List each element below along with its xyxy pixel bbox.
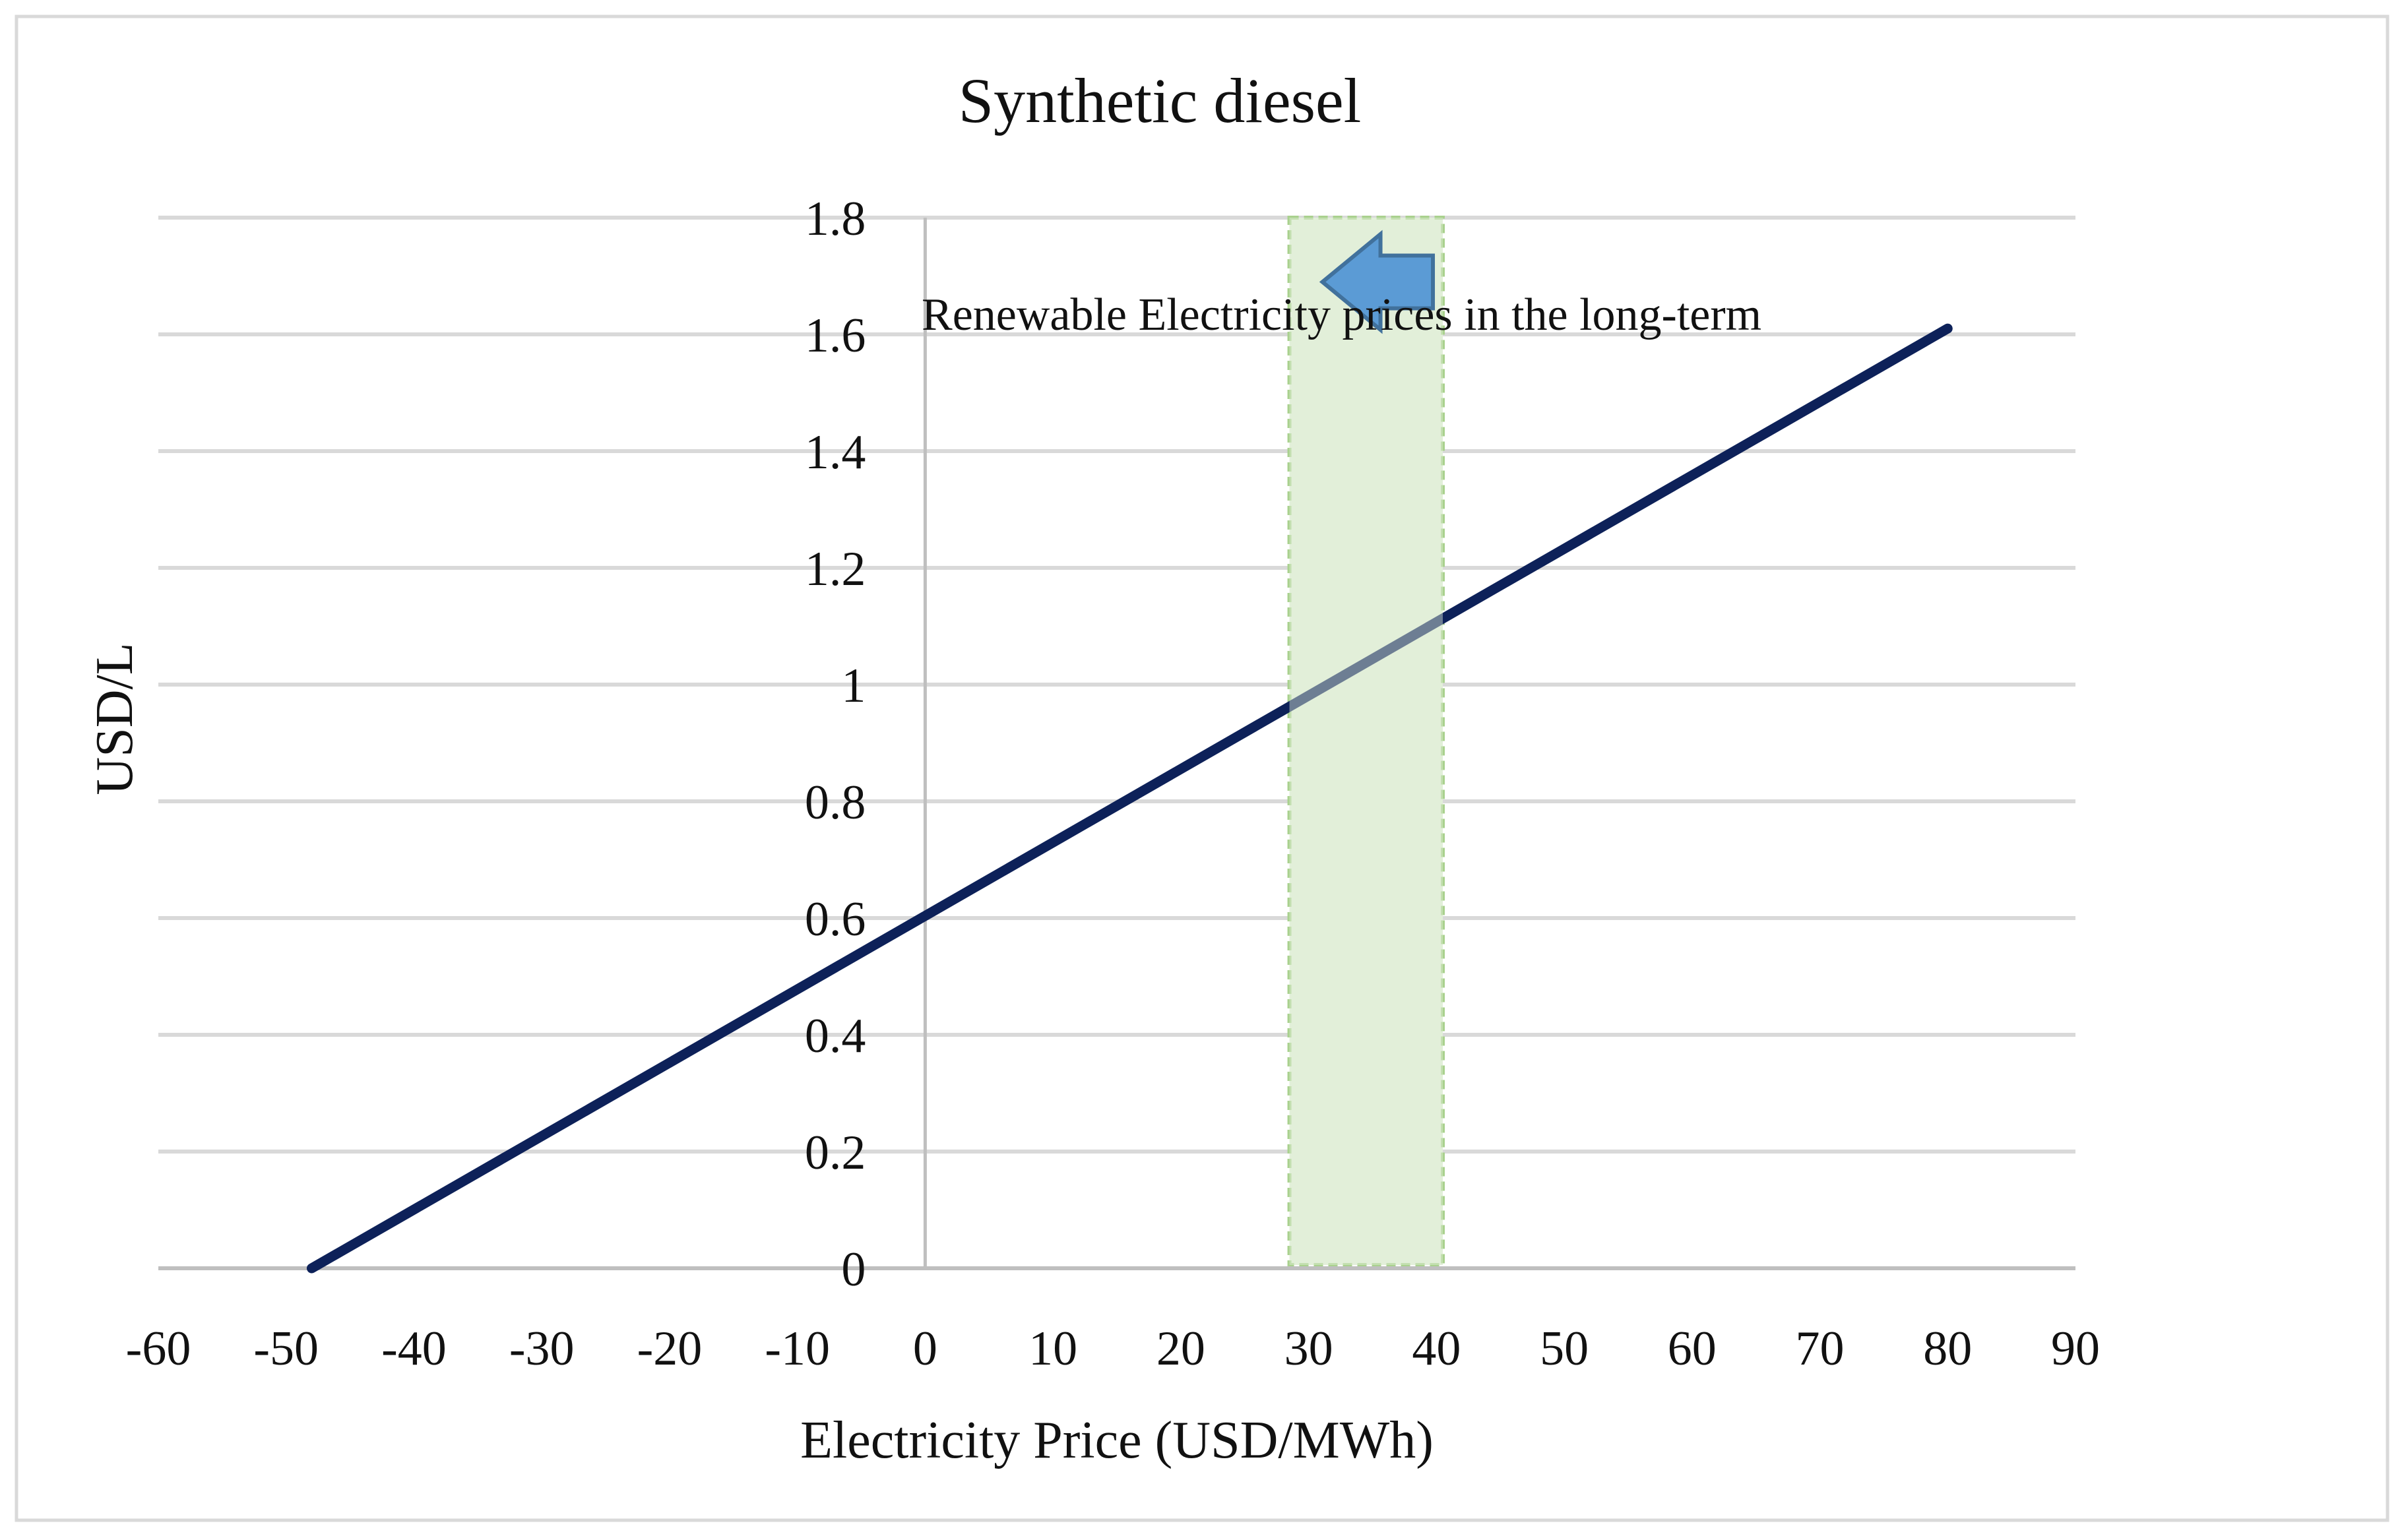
- left-arrow-icon: [1319, 230, 1436, 334]
- chart-border: [15, 15, 2389, 1522]
- y-axis-label: USD/L: [86, 642, 144, 795]
- x-tick-label-14: 80: [1923, 1322, 1972, 1376]
- x-tick-label-3: -30: [509, 1322, 575, 1376]
- y-tick-labels: 0 0.2 0.4 0.6 0.8 1 1.2 1.4 1.6 1.8: [805, 192, 866, 1297]
- y-tick-label-8: 1.6: [805, 309, 866, 363]
- y-tick-label-9: 1.8: [805, 192, 866, 246]
- band-overlay: [1289, 218, 1443, 1265]
- x-tick-label-4: -20: [637, 1322, 703, 1376]
- x-tick-label-7: 10: [1028, 1322, 1077, 1376]
- y-tick-label-3: 0.6: [805, 892, 866, 946]
- annotation-text: Renewable Electricity prices in the long…: [922, 290, 1761, 340]
- x-tick-label-5: -10: [765, 1322, 830, 1376]
- x-axis-label: Electricity Price (USD/MWh): [800, 1411, 1434, 1469]
- y-tick-label-7: 1.4: [805, 425, 866, 479]
- x-tick-label-15: 90: [2051, 1322, 2100, 1376]
- x-tick-label-12: 60: [1668, 1322, 1717, 1376]
- highlight-band: [1287, 216, 1445, 1267]
- y-tick-label-0: 0: [841, 1243, 866, 1297]
- x-tick-label-6: 0: [913, 1322, 937, 1376]
- y-tick-label-6: 1.2: [805, 542, 866, 596]
- axes: [158, 218, 2075, 1270]
- gridlines: [158, 216, 2075, 1154]
- x-tick-label-0: -60: [126, 1322, 191, 1376]
- highlight-band-group: [1287, 216, 1445, 1267]
- x-tick-label-13: 70: [1796, 1322, 1845, 1376]
- x-tick-label-2: -40: [381, 1322, 447, 1376]
- x-tick-labels: -60 -50 -40 -30 -20 -10 0 10 20 30 40 50 60 70 80 90: [126, 1322, 2100, 1376]
- x-tick-label-9: 30: [1284, 1322, 1333, 1376]
- y-tick-label-2: 0.4: [805, 1009, 866, 1063]
- series-group: [306, 323, 1953, 1274]
- overlay-group: [1289, 218, 1443, 1265]
- chart-title: Synthetic diesel: [959, 65, 1362, 136]
- x-tick-label-8: 20: [1156, 1322, 1205, 1376]
- x-tick-label-1: -50: [253, 1322, 319, 1376]
- y-tick-label-5: 1: [841, 659, 866, 713]
- x-tick-label-10: 40: [1412, 1322, 1461, 1376]
- y-tick-label-1: 0.2: [805, 1126, 866, 1180]
- y-tick-label-4: 0.8: [805, 776, 866, 830]
- x-tick-label-11: 50: [1540, 1322, 1589, 1376]
- series-line-0: [306, 323, 1953, 1274]
